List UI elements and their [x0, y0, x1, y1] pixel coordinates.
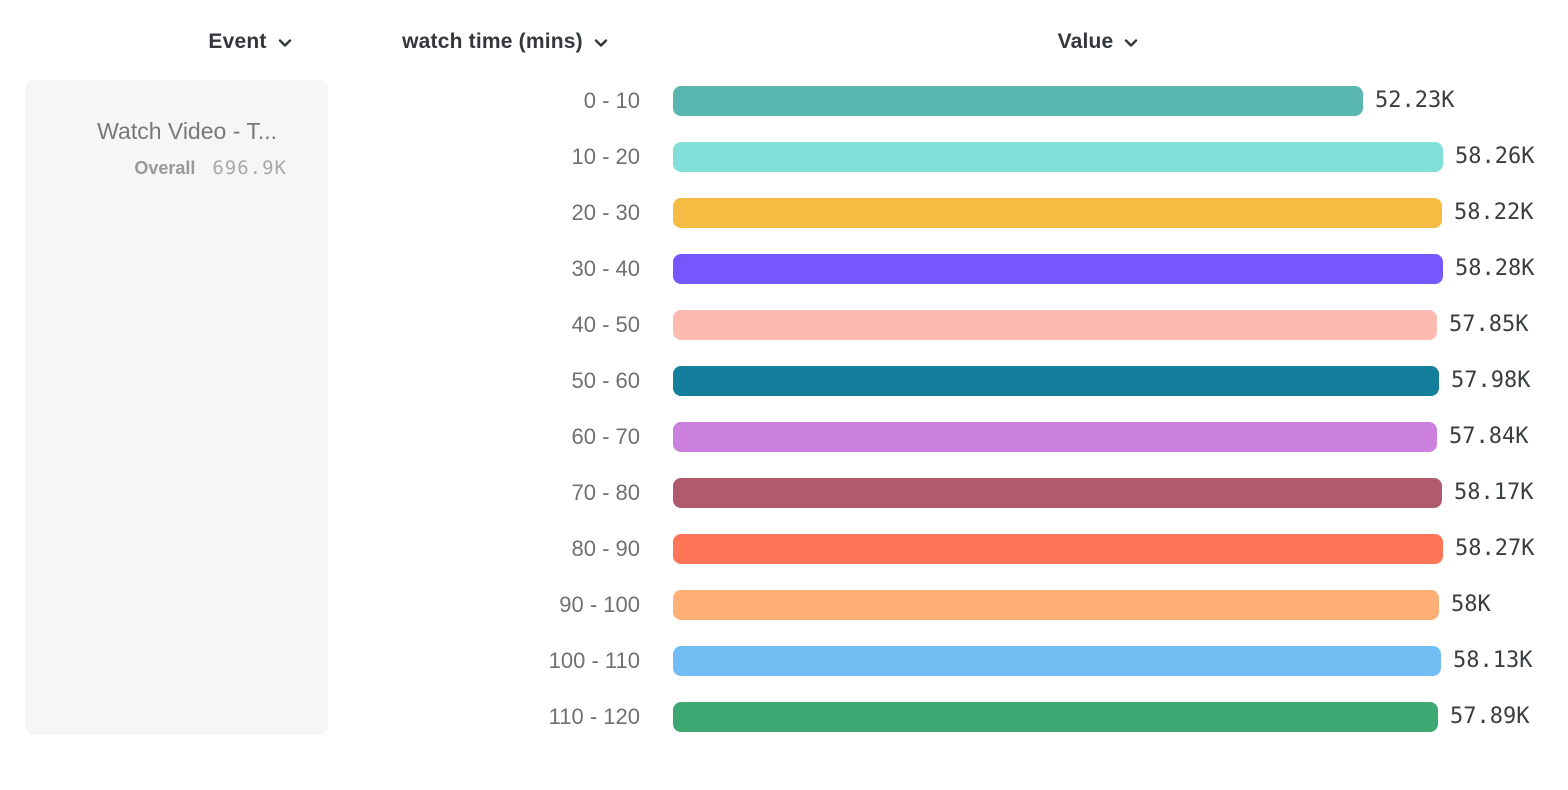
bar-row: 70 - 80 58.17K	[0, 478, 1568, 508]
bar-segment[interactable]	[673, 422, 1437, 452]
value-label: 52.23K	[1375, 88, 1455, 113]
event-name[interactable]: Watch Video - T...	[97, 118, 277, 144]
chevron-down-icon	[594, 39, 608, 48]
bar-row: 50 - 60 57.98K	[0, 366, 1568, 396]
value-label: 58K	[1451, 592, 1491, 617]
bar-row: 60 - 70 57.84K	[0, 422, 1568, 452]
overall-value: 696.9K	[212, 157, 287, 179]
bar-segment[interactable]	[673, 590, 1439, 620]
breakdown-column-label: watch time (mins)	[402, 30, 583, 53]
value-label: 57.98K	[1451, 368, 1531, 393]
value-label: 58.26K	[1455, 144, 1535, 169]
category-label: 110 - 120	[548, 704, 640, 729]
bar-row: 40 - 50 57.85K	[0, 310, 1568, 340]
breakdown-column-header[interactable]: watch time (mins)	[380, 28, 630, 56]
value-label: 57.89K	[1450, 704, 1530, 729]
bar-segment[interactable]	[673, 702, 1438, 732]
category-label: 40 - 50	[571, 312, 641, 337]
category-label: 20 - 30	[571, 200, 641, 225]
value-label: 57.85K	[1449, 312, 1529, 337]
category-label: 60 - 70	[571, 424, 641, 449]
bar-row: 30 - 40 58.28K	[0, 254, 1568, 284]
category-label: 100 - 110	[548, 648, 640, 673]
bar-segment[interactable]	[673, 478, 1442, 508]
bar-row: 0 - 10 52.23K	[0, 86, 1568, 116]
category-label: 80 - 90	[571, 536, 641, 561]
bar-row: 100 - 110 58.13K	[0, 646, 1568, 676]
bar-segment[interactable]	[673, 142, 1443, 172]
event-column-label: Event	[208, 30, 267, 53]
value-label: 58.27K	[1455, 536, 1535, 561]
bar-row: 110 - 120 57.89K	[0, 702, 1568, 732]
bar-row: 90 - 100 58K	[0, 590, 1568, 620]
event-column-header[interactable]: Event	[150, 28, 350, 56]
bar-segment[interactable]	[673, 646, 1441, 676]
chevron-down-icon	[278, 39, 292, 48]
bar-segment[interactable]	[673, 198, 1442, 228]
category-label: 0 - 10	[583, 88, 640, 113]
bar-segment[interactable]	[673, 310, 1437, 340]
category-label: 50 - 60	[571, 368, 641, 393]
category-label: 10 - 20	[571, 144, 641, 169]
value-label: 58.17K	[1454, 480, 1534, 505]
value-label: 57.84K	[1449, 424, 1529, 449]
chevron-down-icon	[1124, 39, 1138, 48]
overall-label: Overall	[134, 158, 196, 178]
bar-row: 20 - 30 58.22K	[0, 198, 1568, 228]
bar-row: 10 - 20 58.26K	[0, 142, 1568, 172]
event-legend-panel: Watch Video - T... Overall 696.9K	[25, 80, 328, 735]
category-label: 70 - 80	[571, 480, 641, 505]
bar-segment[interactable]	[673, 366, 1439, 396]
value-label: 58.13K	[1453, 648, 1533, 673]
category-label: 30 - 40	[571, 256, 641, 281]
value-column-header[interactable]: Value	[998, 28, 1198, 56]
category-label: 90 - 100	[559, 592, 640, 617]
value-label: 58.22K	[1454, 200, 1534, 225]
value-column-label: Value	[1057, 30, 1114, 53]
bar-segment[interactable]	[673, 534, 1443, 564]
bar-row: 80 - 90 58.27K	[0, 534, 1568, 564]
bar-segment[interactable]	[673, 86, 1363, 116]
bar-segment[interactable]	[673, 254, 1443, 284]
overall-row: Overall 696.9K	[134, 156, 287, 180]
value-label: 58.28K	[1455, 256, 1535, 281]
